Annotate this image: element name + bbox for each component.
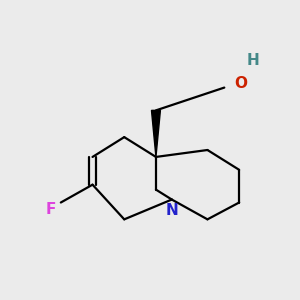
Text: H: H [247,53,260,68]
Text: F: F [46,202,56,217]
Text: O: O [234,76,247,91]
Polygon shape [152,110,160,157]
Text: N: N [165,202,178,217]
